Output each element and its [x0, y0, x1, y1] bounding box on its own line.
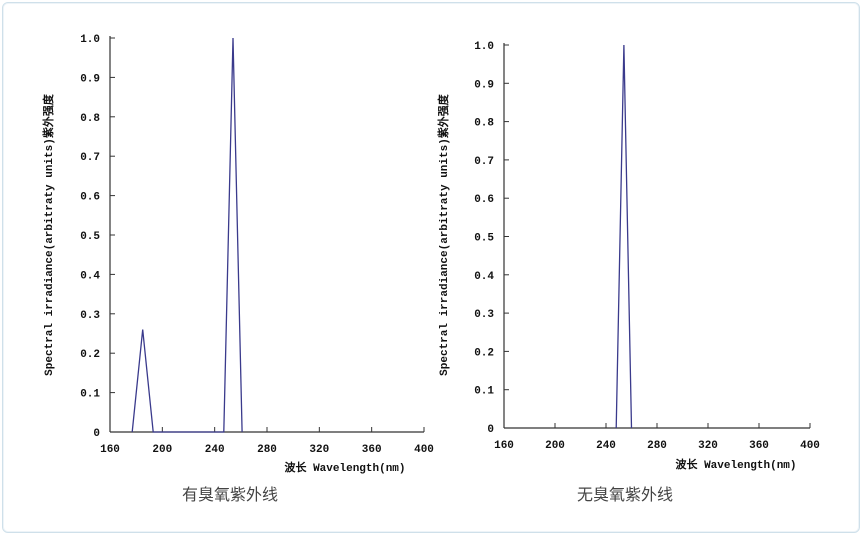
x-tick-label: 200: [545, 440, 565, 452]
series-line: [131, 37, 243, 433]
x-tick-label: 240: [596, 440, 616, 452]
x-tick-label: 360: [749, 440, 769, 452]
panel-caption: 有臭氧紫外线: [182, 485, 278, 504]
data-point: [232, 37, 233, 38]
y-tick-label: 1.0: [80, 34, 100, 46]
x-tick-label: 200: [152, 444, 172, 456]
x-tick-label: 280: [257, 444, 277, 456]
y-tick-label: 0.3: [474, 309, 494, 321]
y-tick-label: 0.9: [474, 79, 494, 91]
data-point: [132, 431, 133, 432]
series-line: [615, 44, 633, 429]
y-tick-label: 0.6: [474, 194, 494, 206]
y-tick-label: 0.6: [80, 192, 100, 204]
y-tick-label: 0.2: [474, 347, 494, 359]
data-point: [623, 44, 624, 45]
y-tick-label: 0: [93, 428, 100, 440]
x-tick-label: 160: [100, 444, 120, 456]
y-tick-label: 0.2: [80, 349, 100, 361]
data-point: [631, 427, 632, 428]
y-axis-label: Spectral irradiance(arbitraty units)紫外强度: [41, 93, 56, 376]
x-tick-label: 320: [309, 444, 329, 456]
y-tick-label: 1.0: [474, 41, 494, 53]
data-point: [142, 329, 143, 330]
y-tick-label: 0.4: [80, 270, 100, 282]
y-tick-label: 0: [487, 424, 494, 436]
x-axis-label: 波长 Wavelength(nm): [675, 457, 796, 472]
x-tick-label: 320: [698, 440, 718, 452]
x-tick-label: 400: [414, 444, 434, 456]
y-axis-label: Spectral irradiance(arbitraty units)紫外强度: [436, 93, 451, 376]
y-tick-label: 0.4: [474, 271, 494, 283]
y-tick-label: 0.7: [474, 156, 494, 168]
data-point: [153, 431, 154, 432]
y-tick-label: 0.3: [80, 310, 100, 322]
x-tick-label: 360: [362, 444, 382, 456]
x-tick-label: 240: [205, 444, 225, 456]
x-tick-label: 400: [800, 440, 820, 452]
chart-panel-1: 0 0.1 0.2 0.3 0.4 0.5 0.6 0.7 0.8 0.9 1.0 160 200 240…: [41, 34, 434, 504]
x-tick-label: 160: [494, 440, 514, 452]
x-axis-label: 波长 Wavelength(nm): [284, 460, 405, 475]
y-tick-label: 0.7: [80, 152, 100, 164]
chart-panel-2: 0 0.1 0.2 0.3 0.4 0.5 0.6 0.7 0.8 0.9 1.0 160 200 240…: [436, 41, 820, 504]
data-point: [242, 431, 243, 432]
y-tick-label: 0.8: [80, 113, 100, 125]
data-point: [223, 431, 224, 432]
y-tick-label: 0.5: [474, 233, 494, 245]
y-tick-label: 0.8: [474, 118, 494, 130]
y-tick-label: 0.1: [474, 386, 494, 398]
panel-caption: 无臭氧紫外线: [577, 485, 673, 504]
data-point: [616, 427, 617, 428]
x-tick-label: 280: [647, 440, 667, 452]
y-tick-label: 0.5: [80, 231, 100, 243]
y-tick-label: 0.1: [80, 389, 100, 401]
y-tick-label: 0.9: [80, 73, 100, 85]
